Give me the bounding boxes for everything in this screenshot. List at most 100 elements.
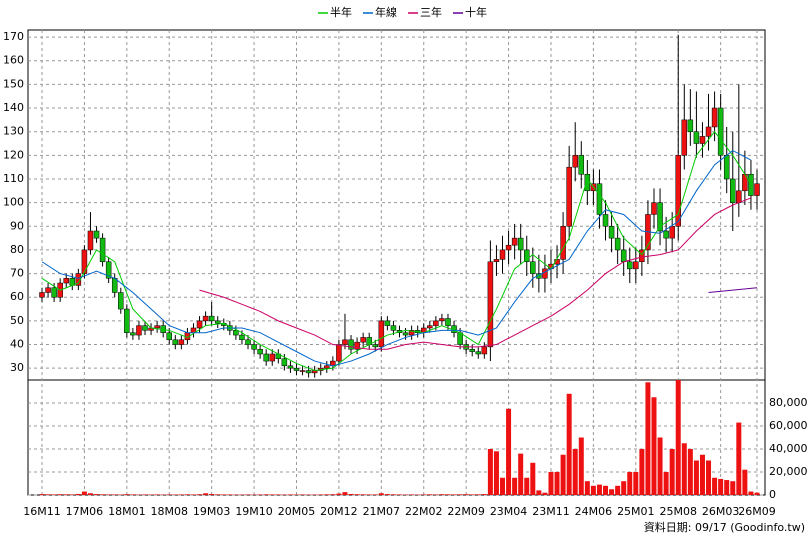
volume-bar: [651, 397, 657, 495]
candle-body: [172, 339, 179, 345]
volume-bar: [506, 408, 512, 495]
volume-bar: [87, 493, 93, 495]
volume-bar: [348, 493, 354, 495]
volume-bar: [512, 477, 518, 495]
volume-bar: [221, 494, 227, 495]
candle-body: [305, 370, 312, 374]
legend-label: 三年: [420, 5, 442, 19]
candle-body: [433, 320, 439, 326]
candle-body: [427, 325, 433, 329]
volume-bar: [257, 494, 263, 495]
volume-bar: [560, 454, 566, 495]
candle-body: [493, 259, 500, 263]
candle-body: [517, 237, 524, 251]
volume-bar: [657, 437, 663, 495]
volume-bar: [142, 494, 148, 495]
x-tick-label: 19M10: [235, 505, 273, 518]
candle-body: [257, 349, 263, 355]
x-tick-label: 26M09: [738, 505, 776, 518]
x-tick-label: 17M06: [66, 505, 104, 518]
volume-bar: [699, 454, 705, 495]
volume-bar: [518, 453, 524, 495]
candle-body: [669, 226, 675, 239]
volume-bar: [360, 494, 366, 495]
volume-bar: [487, 449, 493, 495]
volume-bar: [469, 494, 475, 495]
volume-bar: [354, 494, 360, 495]
candle-body: [239, 334, 245, 341]
x-tick-label: 22M02: [405, 505, 443, 518]
y-tick-label: 60: [10, 290, 24, 303]
candle-body: [457, 332, 463, 345]
volume-bar: [542, 492, 548, 495]
candle-body: [687, 119, 694, 132]
candle-body: [378, 320, 385, 348]
volume-bar: [669, 449, 675, 495]
candle-body: [51, 287, 57, 298]
ma-line: [41, 130, 752, 372]
x-tick-label: 18M08: [150, 505, 188, 518]
volume-bar: [663, 472, 669, 495]
volume-bar: [590, 485, 596, 495]
candle-body: [348, 339, 354, 350]
volume-bar: [693, 460, 699, 495]
candle-body: [408, 330, 415, 336]
candle-body: [487, 261, 494, 348]
candle-body: [608, 226, 615, 239]
candle-body: [142, 325, 148, 331]
volume-bar: [524, 477, 530, 495]
volume-bar: [45, 494, 51, 495]
volume-bar: [645, 382, 651, 495]
ma-line: [708, 287, 758, 293]
volume-bar: [742, 469, 748, 495]
volume-tick-label: 60,000: [769, 419, 808, 432]
x-tick-label: 19M03: [193, 505, 231, 518]
volume-bar: [100, 494, 106, 495]
candle-body: [293, 367, 300, 371]
volume-bar: [754, 492, 760, 495]
candle-body: [699, 136, 706, 144]
volume-bar: [548, 472, 554, 495]
candle-body: [269, 353, 276, 362]
volume-bar: [712, 477, 718, 495]
volume-bar: [481, 494, 487, 495]
volume-bar: [736, 422, 742, 495]
candle-body: [614, 237, 621, 251]
candle-body: [354, 341, 360, 350]
y-tick-label: 40: [10, 338, 24, 351]
volume-bar: [615, 485, 621, 495]
volume-bar: [209, 493, 215, 495]
volume-bar: [463, 494, 469, 495]
volume-bar: [390, 494, 396, 495]
x-tick-label: 21M07: [363, 505, 401, 518]
legend-label: 年線: [375, 5, 397, 19]
volume-bar: [275, 494, 281, 495]
candle-body: [287, 365, 294, 369]
candle-body: [657, 202, 663, 232]
candle-body: [130, 332, 136, 336]
candle-body: [681, 119, 688, 156]
candle-body: [505, 244, 512, 251]
candle-body: [639, 249, 645, 263]
volume-bar: [724, 480, 730, 495]
volume-bar: [130, 494, 136, 495]
candle-body: [251, 344, 257, 350]
candle-body: [263, 353, 269, 362]
ma-line: [41, 150, 752, 367]
y-tick-label: 130: [3, 125, 24, 138]
candle-body: [481, 346, 488, 355]
volume-bar: [203, 493, 209, 495]
x-tick-label: 24M06: [575, 505, 613, 518]
candle-body: [633, 261, 639, 270]
y-tick-label: 50: [10, 314, 24, 327]
candle-body: [711, 107, 718, 128]
volume-bar: [39, 494, 45, 495]
ma-line: [199, 197, 752, 350]
volume-bar: [439, 494, 445, 495]
volume-bar: [75, 493, 81, 495]
volume-tick-label: 40,000: [769, 442, 808, 455]
volume-bar: [166, 494, 172, 495]
volume-bar: [69, 494, 75, 495]
volume-bar: [687, 449, 693, 495]
